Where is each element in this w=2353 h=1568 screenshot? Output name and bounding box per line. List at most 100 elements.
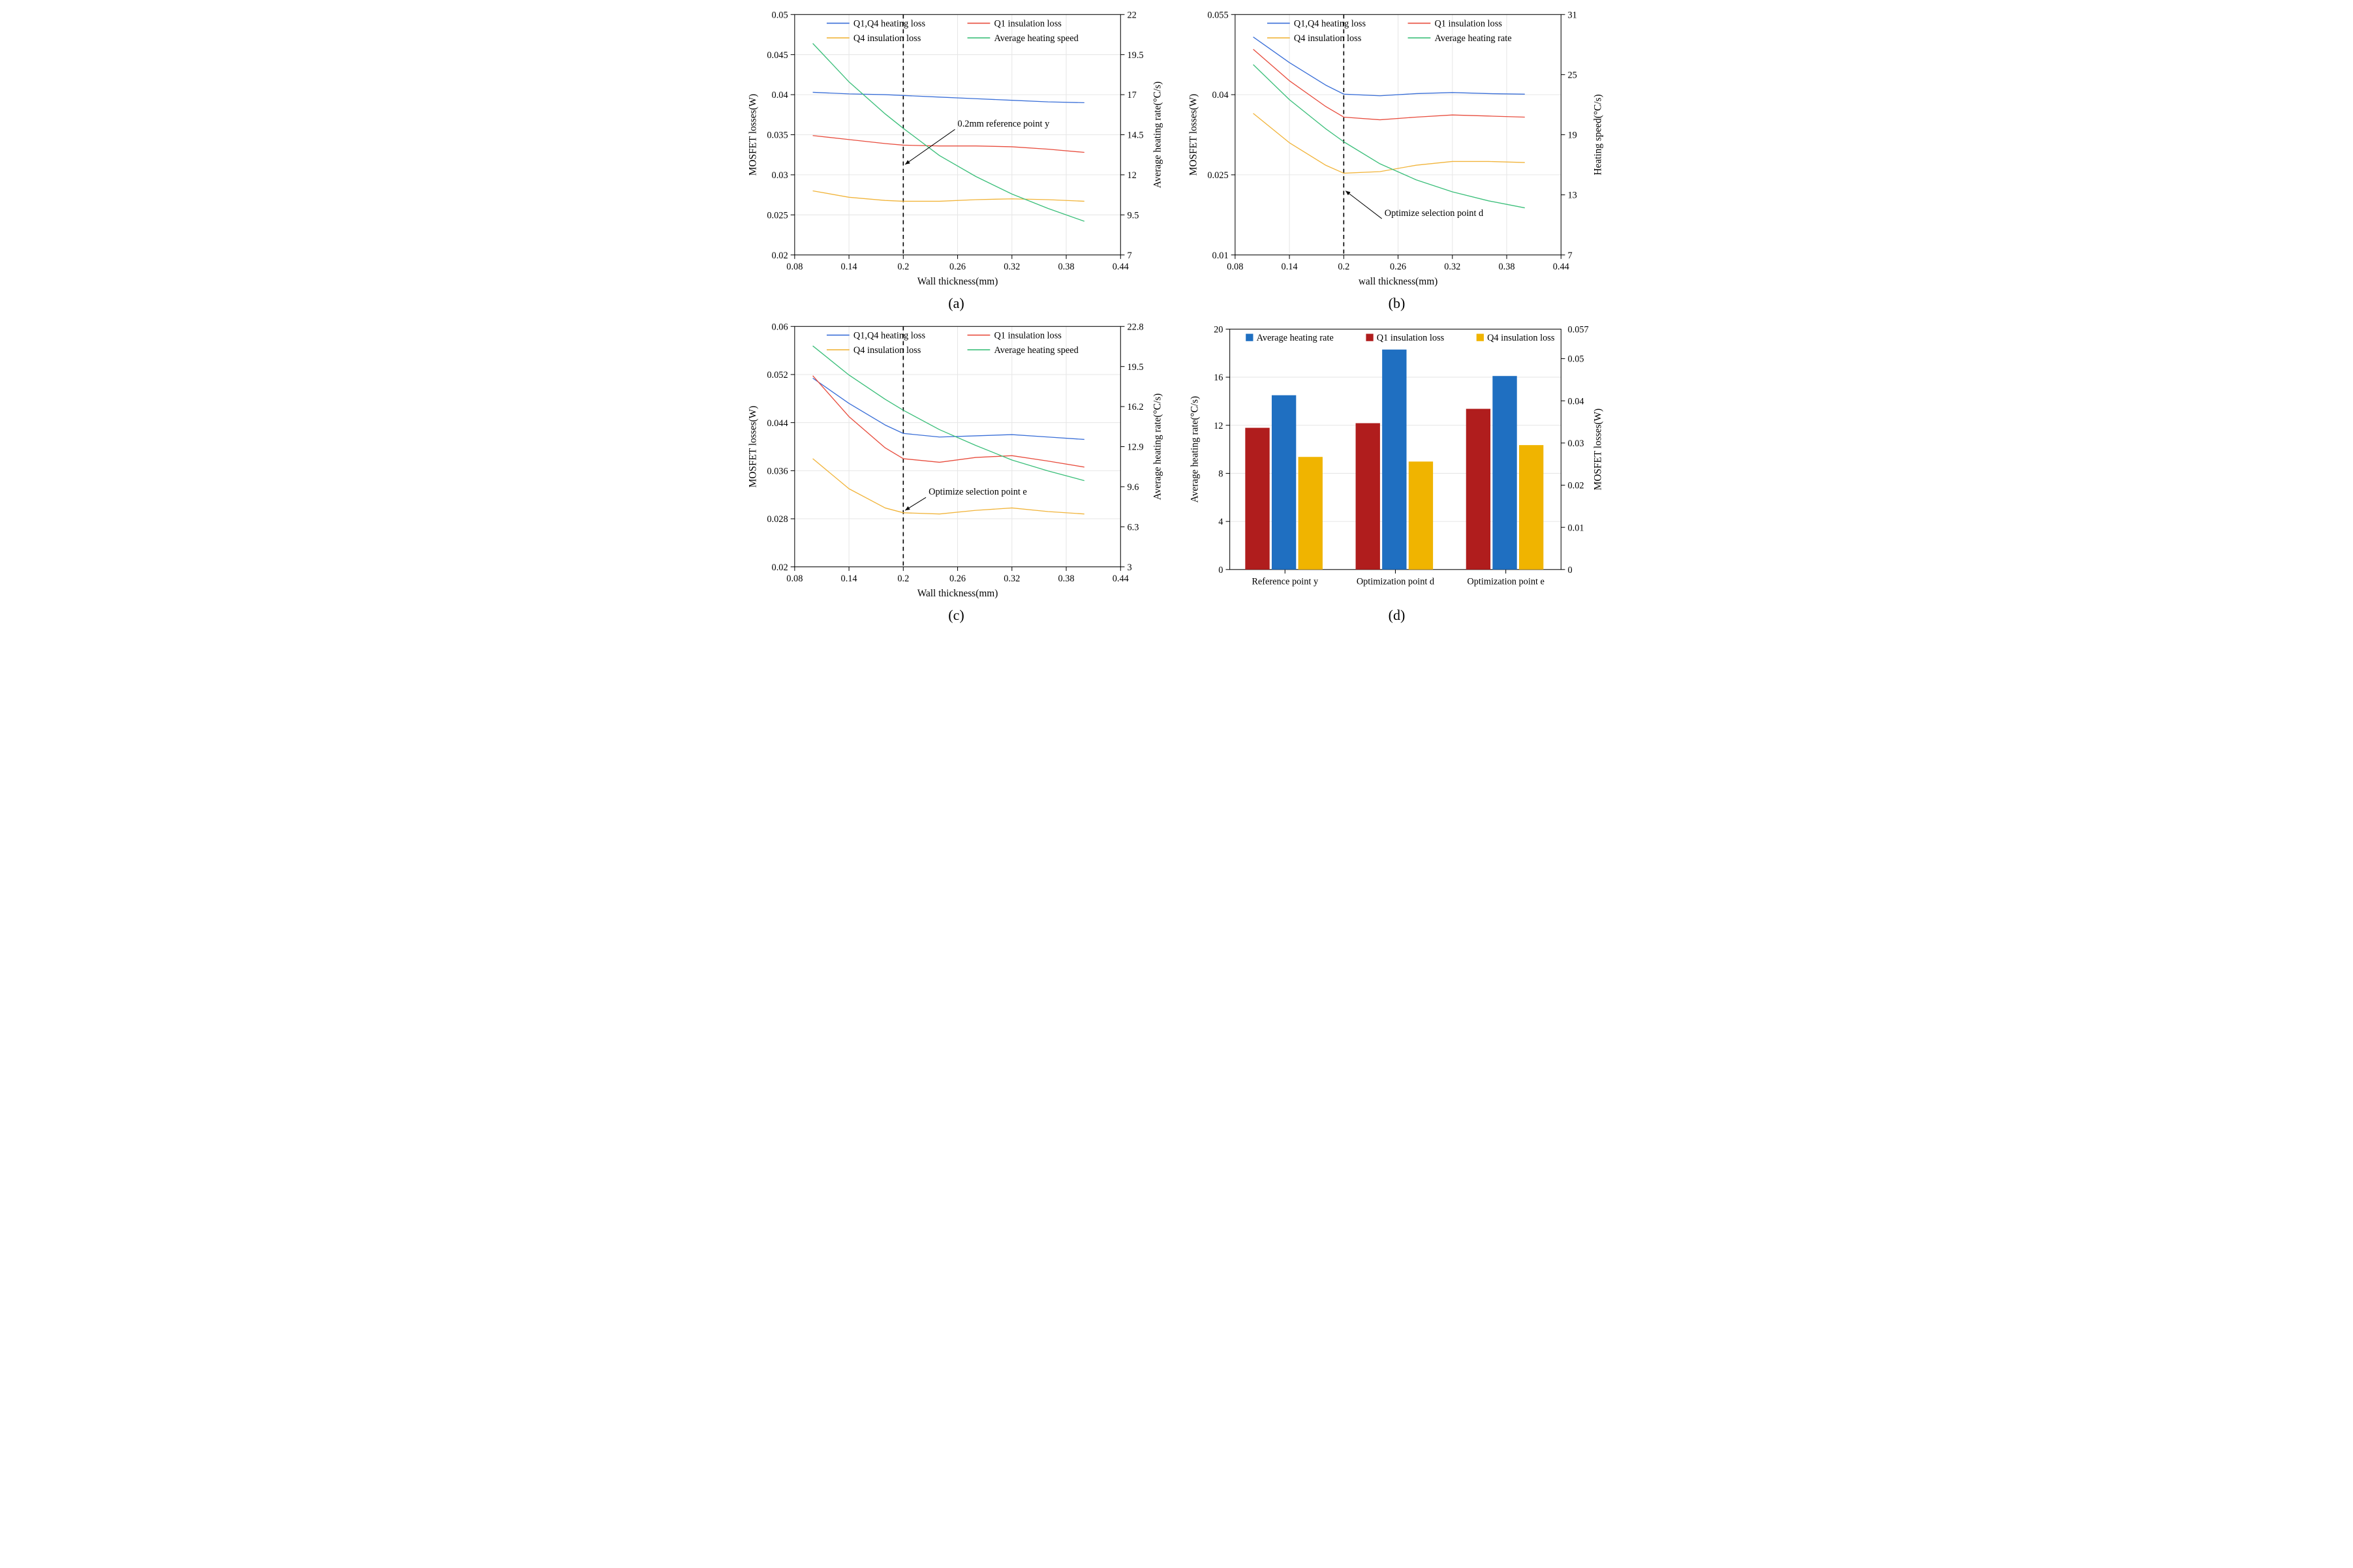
panel-a: 0.08 0.14 0.2 0.26 0.32 0.38 0.44 0.02 0.025 0.03…: [743, 7, 1170, 312]
svg-text:Average heating speed: Average heating speed: [994, 345, 1078, 356]
svg-text:0.025: 0.025: [1207, 170, 1228, 181]
svg-text:Q1,Q4 heating loss: Q1,Q4 heating loss: [854, 19, 926, 29]
svg-text:8: 8: [1218, 469, 1223, 480]
panel-d: 0 4 8 12 16 20 0 0.01 0.02 0.03 0.04 0.05 0.057 Refer…: [1183, 318, 1610, 624]
svg-text:0.02: 0.02: [1568, 481, 1584, 491]
svg-text:0.05: 0.05: [1568, 354, 1584, 365]
svg-text:0.2: 0.2: [1338, 262, 1349, 272]
svg-text:17: 17: [1128, 90, 1137, 100]
svg-text:0.03: 0.03: [772, 170, 788, 181]
svg-text:31: 31: [1568, 10, 1577, 20]
svg-text:MOSFET losses(W): MOSFET losses(W): [747, 406, 758, 487]
svg-text:Q1,Q4 heating loss: Q1,Q4 heating loss: [854, 331, 926, 341]
svg-text:0.05: 0.05: [772, 10, 788, 20]
svg-text:0.26: 0.26: [949, 262, 966, 272]
svg-text:Average heating rate(°C/s): Average heating rate(°C/s): [1152, 82, 1163, 188]
svg-text:0.06: 0.06: [772, 322, 788, 332]
svg-text:Q1,Q4 heating loss: Q1,Q4 heating loss: [1294, 19, 1366, 29]
svg-text:19: 19: [1568, 131, 1577, 141]
svg-text:Q1 insulation loss: Q1 insulation loss: [994, 19, 1062, 29]
svg-text:20: 20: [1214, 325, 1223, 335]
svg-text:0.028: 0.028: [767, 514, 788, 525]
svg-text:6.3: 6.3: [1128, 523, 1139, 533]
chart-b: 0.080.140.20.260.320.380.440.010.0250.04…: [1183, 7, 1610, 294]
svg-text:0.14: 0.14: [1282, 262, 1298, 272]
svg-text:0.035: 0.035: [767, 131, 788, 141]
svg-text:Heating speed(°C/s): Heating speed(°C/s): [1593, 94, 1604, 175]
svg-text:0.32: 0.32: [1004, 574, 1020, 584]
svg-text:0.03: 0.03: [1568, 438, 1584, 449]
svg-text:0.057: 0.057: [1568, 325, 1589, 335]
svg-text:MOSFET losses(W): MOSFET losses(W): [747, 94, 758, 176]
svg-text:22.8: 22.8: [1128, 322, 1144, 332]
svg-text:Q4 insulation loss: Q4 insulation loss: [854, 33, 921, 44]
svg-text:12.9: 12.9: [1128, 442, 1144, 453]
svg-text:0: 0: [1218, 565, 1223, 576]
svg-text:0.036: 0.036: [767, 467, 788, 477]
svg-text:0.052: 0.052: [767, 370, 788, 380]
svg-text:Optimize selection point d: Optimize selection point d: [1385, 208, 1483, 219]
svg-text:Q4 insulation loss: Q4 insulation loss: [1294, 33, 1362, 44]
svg-text:0.045: 0.045: [767, 50, 788, 61]
svg-text:Optimization point d: Optimization point d: [1357, 576, 1434, 587]
svg-text:Optimization point e: Optimization point e: [1467, 576, 1544, 587]
svg-text:Optimize selection point e: Optimize selection point e: [929, 487, 1027, 497]
svg-text:12: 12: [1128, 170, 1137, 181]
svg-text:7: 7: [1128, 251, 1132, 261]
svg-text:Average heating rate: Average heating rate: [1434, 33, 1511, 44]
chart-a: 0.08 0.14 0.2 0.26 0.32 0.38 0.44 0.02 0.025 0.03…: [743, 7, 1170, 294]
svg-text:0.2mm reference point y: 0.2mm reference point y: [958, 119, 1051, 129]
svg-text:0.38: 0.38: [1058, 262, 1075, 272]
svg-text:Q4 insulation loss: Q4 insulation loss: [1487, 333, 1555, 343]
svg-text:9.6: 9.6: [1128, 482, 1139, 493]
svg-text:0.02: 0.02: [772, 562, 788, 573]
subcaption-a: (a): [948, 295, 964, 312]
svg-text:0.02: 0.02: [772, 251, 788, 261]
svg-text:0.08: 0.08: [786, 574, 803, 584]
svg-text:0.04: 0.04: [1568, 396, 1584, 407]
svg-text:0.01: 0.01: [1212, 251, 1229, 261]
svg-text:0.26: 0.26: [1390, 262, 1406, 272]
svg-text:19.5: 19.5: [1128, 362, 1144, 373]
figure-grid: 0.08 0.14 0.2 0.26 0.32 0.38 0.44 0.02 0.025 0.03…: [736, 0, 1617, 630]
svg-text:0.044: 0.044: [767, 418, 788, 429]
svg-text:16: 16: [1214, 373, 1223, 383]
svg-text:MOSFET losses(W): MOSFET losses(W): [1593, 408, 1604, 490]
svg-text:0.44: 0.44: [1113, 574, 1129, 584]
svg-text:0.32: 0.32: [1444, 262, 1460, 272]
svg-text:0.04: 0.04: [772, 90, 788, 100]
svg-text:0.04: 0.04: [1212, 90, 1229, 100]
svg-text:9.5: 9.5: [1128, 210, 1139, 221]
svg-text:7: 7: [1568, 251, 1573, 261]
svg-text:Reference point y: Reference point y: [1252, 576, 1319, 587]
svg-text:0.2: 0.2: [897, 262, 909, 272]
svg-text:0.38: 0.38: [1058, 574, 1075, 584]
svg-text:0.08: 0.08: [786, 262, 803, 272]
svg-text:Wall thickness(mm): Wall thickness(mm): [917, 588, 998, 599]
svg-text:wall thickness(mm): wall thickness(mm): [1359, 276, 1438, 287]
svg-text:0.025: 0.025: [767, 210, 788, 221]
svg-text:0.01: 0.01: [1568, 523, 1584, 533]
svg-text:4: 4: [1218, 517, 1223, 527]
svg-text:Average heating rate: Average heating rate: [1257, 333, 1334, 343]
svg-text:0.055: 0.055: [1207, 10, 1228, 20]
panel-c: 0.080.140.20.260.320.380.440.020.0280.03…: [743, 318, 1170, 624]
subcaption-c: (c): [948, 607, 964, 624]
svg-text:0: 0: [1568, 565, 1573, 576]
svg-text:MOSFET losses(W): MOSFET losses(W): [1188, 94, 1199, 176]
subcaption-b: (b): [1389, 295, 1406, 312]
svg-text:Average heating rate(°C/s): Average heating rate(°C/s): [1190, 396, 1201, 502]
svg-text:0.32: 0.32: [1004, 262, 1020, 272]
svg-text:3: 3: [1128, 562, 1132, 573]
svg-text:25: 25: [1568, 70, 1577, 81]
svg-text:Average heating speed: Average heating speed: [994, 33, 1078, 44]
subcaption-d: (d): [1389, 607, 1406, 624]
svg-text:0.44: 0.44: [1113, 262, 1129, 272]
svg-text:19.5: 19.5: [1128, 50, 1144, 61]
svg-text:0.26: 0.26: [949, 574, 966, 584]
svg-text:0.08: 0.08: [1227, 262, 1243, 272]
svg-text:0.14: 0.14: [841, 262, 857, 272]
chart-c: 0.080.140.20.260.320.380.440.020.0280.03…: [743, 318, 1170, 606]
svg-text:12: 12: [1214, 421, 1223, 431]
svg-text:13: 13: [1568, 191, 1577, 201]
